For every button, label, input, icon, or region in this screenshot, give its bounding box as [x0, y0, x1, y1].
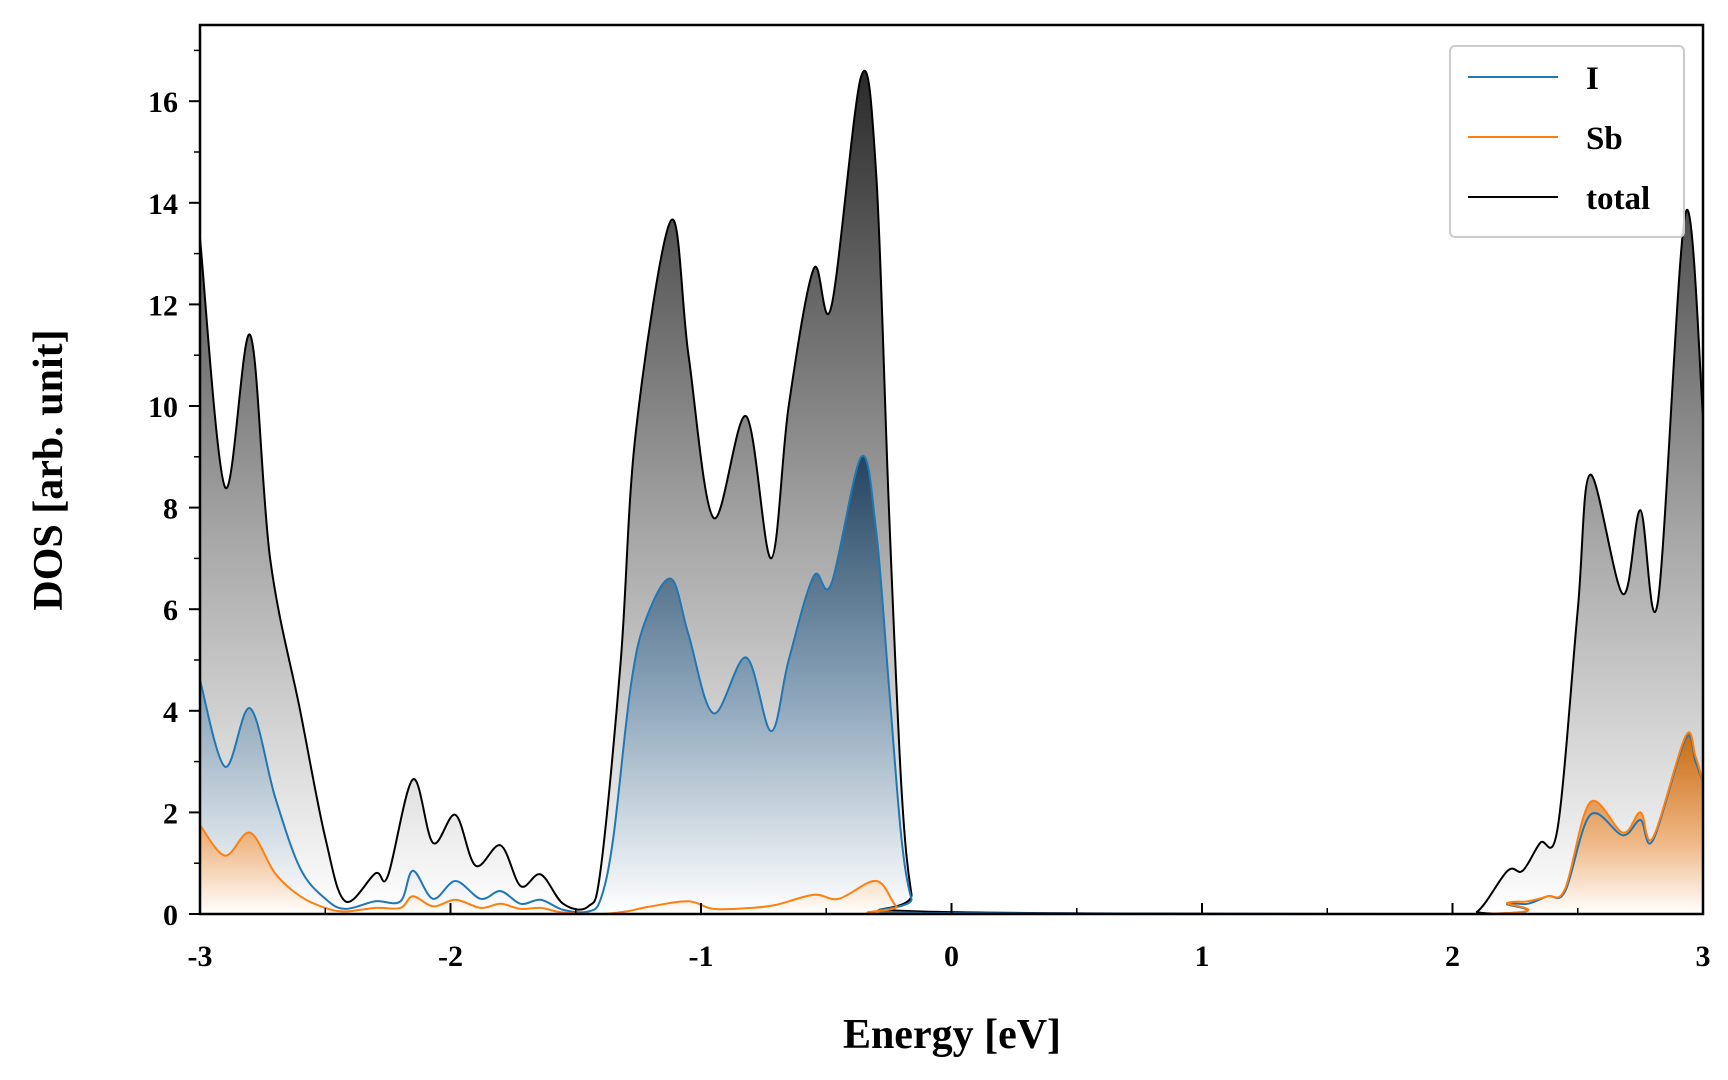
- y-tick-label: 12: [148, 289, 178, 322]
- plot-frame: [198, 23, 1705, 916]
- x-tick-labels: -3 -2 -1 0 1 2 3: [188, 940, 1711, 973]
- x-tick-label: 2: [1445, 940, 1460, 973]
- y-axis-title: DOS [arb. unit]: [26, 329, 72, 610]
- y-tick-label: 4: [163, 696, 178, 729]
- x-tick-label: 0: [944, 940, 959, 973]
- y-tick-label: 6: [163, 594, 178, 627]
- legend: I Sb total: [1449, 45, 1685, 238]
- x-tick-label: 1: [1195, 940, 1210, 973]
- y-tick-label: 8: [163, 493, 178, 526]
- y-tick-label: 16: [148, 86, 178, 119]
- x-tick-label: -1: [689, 940, 714, 973]
- y-tick-label: 2: [163, 797, 178, 830]
- y-tick-label: 10: [148, 391, 178, 424]
- x-axis-title: Energy [eV]: [843, 1012, 1061, 1058]
- x-tick-label: 3: [1696, 940, 1711, 973]
- legend-label-sb: Sb: [1586, 121, 1623, 157]
- y-tick-label: 14: [148, 188, 178, 221]
- series-line-total: [200, 69, 1703, 914]
- series-lines: [200, 69, 1703, 914]
- legend-label-i: I: [1586, 61, 1599, 97]
- series-line-i: [200, 454, 1703, 914]
- series-line-sb: [200, 731, 1703, 914]
- y-tick-labels: 0 2 4 6 8 10 12 14 16: [148, 86, 178, 932]
- legend-box: [1449, 45, 1685, 238]
- legend-label-total: total: [1586, 181, 1650, 217]
- x-tick-label: -2: [438, 940, 463, 973]
- x-tick-label: -3: [188, 940, 213, 973]
- y-tick-label: 0: [163, 899, 178, 932]
